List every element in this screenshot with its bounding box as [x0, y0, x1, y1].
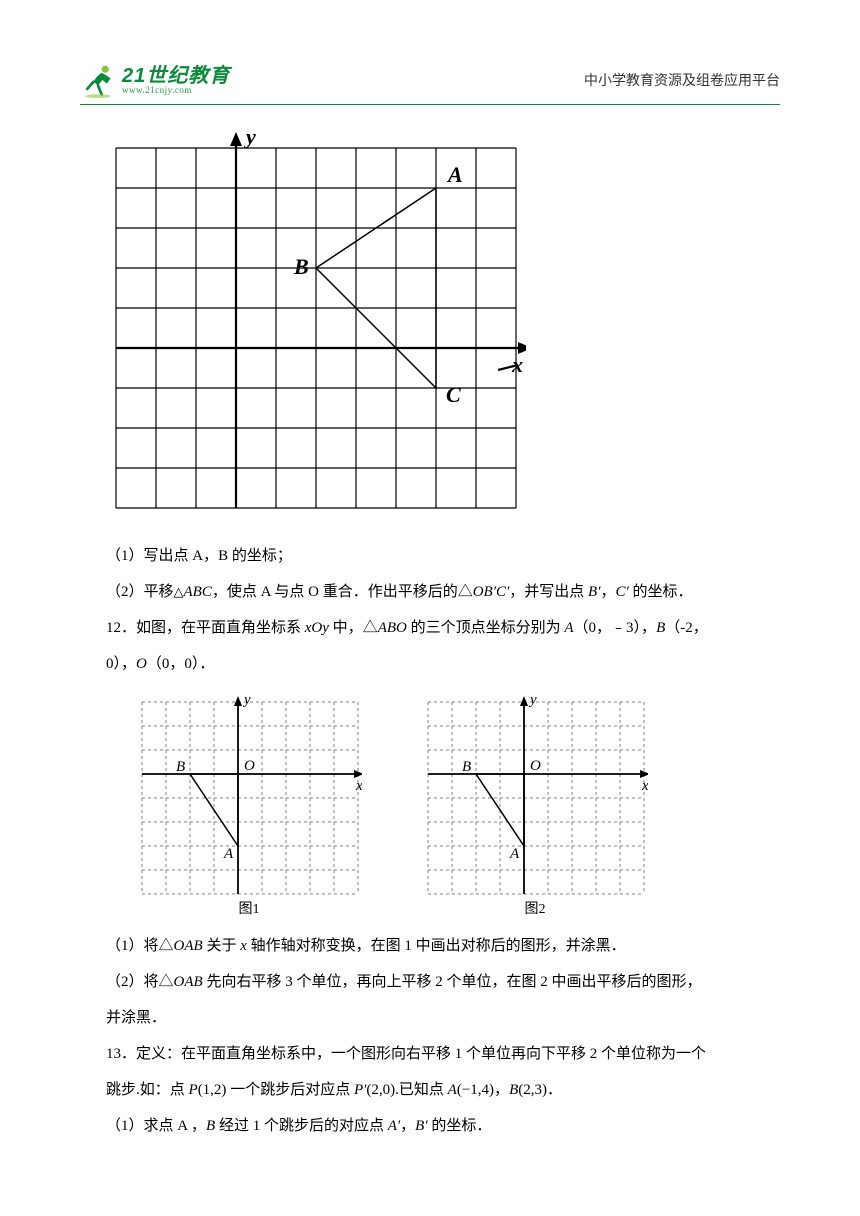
q11-part1: （1）写出点 A，B 的坐标； [106, 538, 754, 574]
t: 先向右平移 3 个单位，再向上平移 2 个单位，在图 2 中画出平移后的图形， [203, 974, 702, 990]
svg-text:A: A [223, 846, 234, 862]
t: (1,2) [198, 1082, 227, 1098]
t: ， [494, 1082, 509, 1098]
q12-part2b: 并涂黑． [106, 1000, 754, 1036]
t: ， [600, 584, 615, 600]
svg-text:x: x [641, 778, 648, 794]
t: B [206, 1118, 215, 1134]
t: 12．如图，在平面直角坐标系 [106, 620, 305, 636]
page-header: 21世纪教育 www.21cnjy.com 中小学教育资源及组卷应用平台 [80, 62, 780, 105]
page-content: yxABC （1）写出点 A，B 的坐标； （2）平移△△ABCABC，使点 A… [106, 130, 754, 1144]
svg-text:B: B [462, 759, 471, 775]
t: ABC [184, 584, 212, 600]
t: ． [547, 1082, 562, 1098]
runner-icon [80, 62, 116, 98]
svg-text:O: O [530, 758, 541, 774]
t: 跳步.如：点 [106, 1082, 189, 1098]
t: △ [174, 584, 184, 599]
t: （0，0）． [147, 656, 215, 672]
t: B [509, 1082, 518, 1098]
t: .已知点 [395, 1082, 448, 1098]
logo-url: www.21cnjy.com [122, 86, 230, 95]
svg-text:B: B [293, 254, 309, 279]
t: OAB [174, 938, 203, 954]
platform-label: 中小学教育资源及组卷应用平台 [584, 70, 780, 90]
svg-text:y: y [243, 130, 256, 149]
q11-part2: （2）平移△△ABCABC，使点 A 与点 O 重合．作出平移后的△OB′C′，… [106, 574, 754, 610]
grid-chart-2a: y x O B A [136, 696, 362, 896]
q13-part1: （1）求点 A ，B 经过 1 个跳步后的对应点 A′，B′ 的坐标． [106, 1108, 754, 1144]
t: A [448, 1082, 457, 1098]
q12-line2: 0），O（0，0）． [106, 646, 754, 682]
t: A′ [388, 1118, 400, 1134]
t: 关于 [203, 938, 241, 954]
grid-chart-1: yxABC [106, 130, 526, 518]
svg-text:y: y [242, 696, 251, 708]
q12-part2: （2）将△OAB 先向右平移 3 个单位，再向上平移 2 个单位，在图 2 中画… [106, 964, 754, 1000]
t: 的坐标． [428, 1118, 492, 1134]
t: P′ [354, 1082, 366, 1098]
q13-line2: 跳步.如：点 P(1,2) 一个跳步后对应点 P′(2,0).已知点 A(−1,… [106, 1072, 754, 1108]
t: B′ [588, 584, 600, 600]
t: ABO [378, 620, 407, 636]
t: ，并写出点 [509, 584, 588, 600]
t: OB′C′ [473, 584, 510, 600]
t: (2,3) [518, 1082, 547, 1098]
t: （2）平移 [106, 584, 174, 600]
logo-main-text: 21世纪教育 [122, 66, 230, 86]
t: 中，△ [329, 620, 378, 636]
svg-text:A: A [446, 162, 463, 187]
t: 的三个顶点坐标分别为 [407, 620, 565, 636]
q12-part1: （1）将△OAB 关于 x 轴作轴对称变换，在图 1 中画出对称后的图形，并涂黑… [106, 928, 754, 964]
figure-q12-1: y x O B A 图1 [136, 696, 362, 918]
q12-line1: 12．如图，在平面直角坐标系 xOy 中，△ABO 的三个顶点坐标分别为 A（0… [106, 610, 754, 646]
caption-1: 图1 [136, 898, 362, 918]
t: O [136, 656, 147, 672]
q13-line1: 13．定义：在平面直角坐标系中，一个图形向右平移 1 个单位再向下平移 2 个单… [106, 1036, 754, 1072]
t: 经过 1 个跳步后的对应点 [215, 1118, 388, 1134]
svg-text:x: x [355, 778, 362, 794]
t: 的坐标． [629, 584, 693, 600]
t: B′ [415, 1118, 427, 1134]
t: P [189, 1082, 198, 1098]
brand-logo: 21世纪教育 www.21cnjy.com [80, 62, 230, 98]
caption-2: 图2 [422, 898, 648, 918]
t: x [240, 938, 247, 954]
figure-q12-2: y x O B A 图2 [422, 696, 648, 918]
svg-text:y: y [528, 696, 537, 708]
t: 0）， [106, 656, 136, 672]
t: 一个跳步后对应点 [226, 1082, 354, 1098]
svg-text:A: A [509, 846, 520, 862]
svg-text:B: B [176, 759, 185, 775]
t: （1）将△ [106, 938, 174, 954]
t: （0，﹣3）， [574, 620, 657, 636]
t: ， [400, 1118, 415, 1134]
t: (2,0) [366, 1082, 395, 1098]
figure-q12-row: y x O B A 图1 y x O B A 图2 [136, 696, 754, 918]
svg-text:O: O [244, 758, 255, 774]
t: (−1,4) [457, 1082, 494, 1098]
grid-chart-2b: y x O B A [422, 696, 648, 896]
figure-q11: yxABC [106, 130, 754, 518]
t: xOy [305, 620, 329, 636]
t: （-2， [665, 620, 708, 636]
t: OAB [174, 974, 203, 990]
t: （1）求点 A ， [106, 1118, 206, 1134]
t: A [564, 620, 573, 636]
svg-text:C: C [446, 382, 461, 407]
t: ，使点 A 与点 O 重合．作出平移后的△ [212, 584, 473, 600]
t: B [656, 620, 665, 636]
t: 轴作轴对称变换，在图 1 中画出对称后的图形，并涂黑． [247, 938, 626, 954]
t: C′ [616, 584, 629, 600]
t: （2）将△ [106, 974, 174, 990]
